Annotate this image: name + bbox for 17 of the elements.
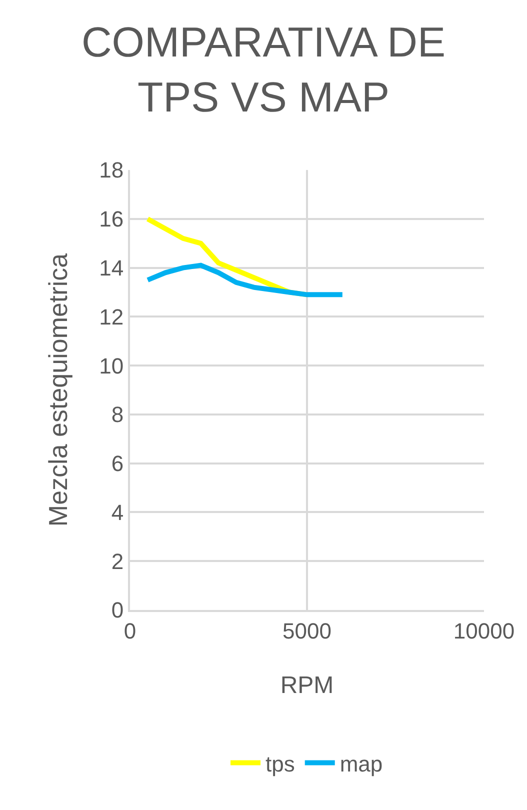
y-tick-label: 0 (111, 598, 124, 623)
y-tick-label: 4 (111, 500, 124, 525)
x-axis-title: RPM (280, 672, 334, 699)
y-axis-title: Mezcla estequiometrica (43, 252, 73, 527)
y-tick-label: 16 (99, 206, 124, 232)
legend-label: tps (266, 751, 295, 776)
y-tick-label: 12 (99, 304, 124, 330)
legend-label: map (340, 751, 383, 776)
y-tick-label: 8 (111, 402, 124, 428)
x-tick-label: 5000 (282, 618, 332, 644)
x-tick-label: 10000 (453, 618, 515, 644)
chart-title: COMPARATIVA DE TPS VS MAP (81, 18, 446, 120)
y-tick-label: 10 (99, 353, 124, 378)
y-tick-label: 6 (111, 451, 124, 476)
y-tick-label: 18 (99, 158, 124, 183)
y-tick-label: 2 (111, 548, 124, 574)
y-tick-label: 14 (99, 255, 124, 280)
